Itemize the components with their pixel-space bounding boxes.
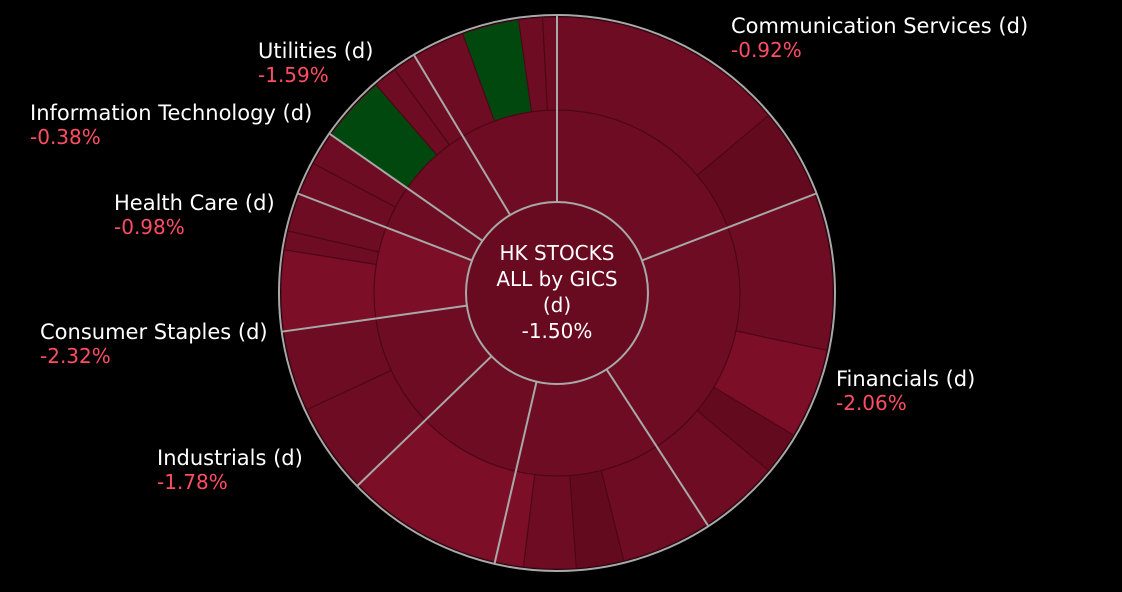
sector-name: Utilities (d) (258, 39, 374, 63)
center-change: -1.50% (521, 319, 593, 343)
sector-divider-it (328, 132, 484, 242)
sector-name: Financials (d) (836, 367, 976, 391)
sector-divider-util (412, 54, 511, 216)
sector-divider-fin (641, 192, 817, 262)
sector-change: -2.06% (836, 391, 907, 415)
center-label: HK STOCKS ALL by GICS (d) -1.50% (466, 240, 648, 344)
sector-name: Health Care (d) (114, 191, 275, 215)
label-consumer-staples[interactable]: Consumer Staples (d) -2.32% (40, 320, 268, 368)
center-title-line-3: (d) (542, 293, 572, 317)
outer-ring (278, 14, 836, 572)
sector-name: Communication Services (d) (731, 14, 1029, 38)
label-industrials[interactable]: Industrials (d) -1.78% (157, 446, 303, 494)
label-communication-services[interactable]: Communication Services (d) -0.92% (731, 14, 1028, 62)
sector-name: Consumer Staples (d) (40, 320, 268, 344)
sector-change: -2.32% (40, 344, 111, 368)
sector-divider-materials (605, 368, 710, 527)
label-financials[interactable]: Financials (d) -2.06% (836, 367, 975, 415)
sector-change: -1.78% (157, 470, 228, 494)
sector-divider-cons-disc (356, 355, 493, 487)
label-information-technology[interactable]: Information Technology (d) -0.38% (30, 101, 312, 149)
sector-name: Industrials (d) (157, 446, 303, 470)
sector-change: -0.98% (114, 215, 185, 239)
sector-change: -0.38% (30, 125, 101, 149)
sector-name: Information Technology (d) (30, 101, 313, 125)
label-utilities[interactable]: Utilities (d) -1.59% (258, 39, 373, 87)
sector-divider-ind (493, 381, 538, 565)
center-title-line-2: ALL by GICS (496, 267, 618, 291)
center-disc (466, 202, 648, 384)
center-title-line-1: HK STOCKS (499, 241, 615, 265)
sector-divider-staples (281, 304, 468, 333)
sector-divider-health (297, 192, 473, 262)
sector-change: -0.92% (731, 38, 802, 62)
sector-change: -1.59% (258, 63, 329, 87)
label-health-care[interactable]: Health Care (d) -0.98% (114, 191, 275, 239)
